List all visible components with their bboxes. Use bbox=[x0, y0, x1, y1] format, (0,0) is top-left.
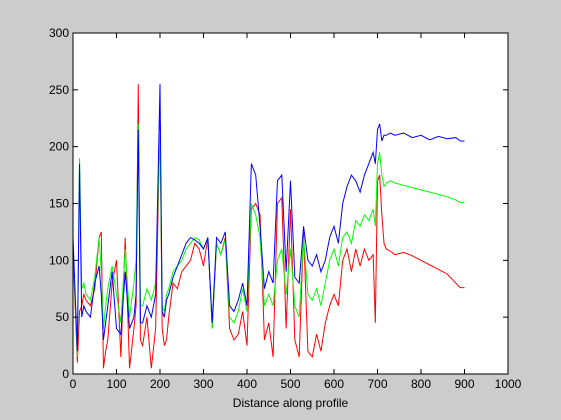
plot-area bbox=[73, 33, 508, 374]
series-line-1 bbox=[72, 123, 465, 357]
y-tick-label: 150 bbox=[49, 197, 69, 211]
x-axis-label: Distance along profile bbox=[233, 396, 349, 410]
x-tick-label: 600 bbox=[324, 377, 344, 391]
x-tick-label: 0 bbox=[70, 377, 77, 391]
series-line-0 bbox=[72, 84, 465, 369]
x-tick-label: 300 bbox=[193, 377, 213, 391]
ticks-group: 0 100 200 300 400 500 600 700 800 900 1000 0 50 100 15… bbox=[49, 26, 522, 391]
y-tick-label: 250 bbox=[49, 83, 69, 97]
x-tick-label: 400 bbox=[237, 377, 257, 391]
x-tick-label: 100 bbox=[106, 377, 126, 391]
x-tick-label: 500 bbox=[280, 377, 300, 391]
y-tick-label: 200 bbox=[49, 140, 69, 154]
plot-frame bbox=[72, 32, 509, 375]
x-tick-label: 700 bbox=[367, 377, 387, 391]
x-tick-label: 200 bbox=[150, 377, 170, 391]
series-group bbox=[72, 84, 465, 369]
x-tick-label: 900 bbox=[454, 377, 474, 391]
y-tick-label: 50 bbox=[56, 310, 70, 324]
series-line-2 bbox=[72, 84, 465, 352]
y-tick-label: 100 bbox=[49, 253, 69, 267]
x-tick-label: 800 bbox=[411, 377, 431, 391]
y-tick-label: 300 bbox=[49, 26, 69, 40]
x-tick-label: 1000 bbox=[495, 377, 522, 391]
y-tick-label: 0 bbox=[62, 367, 69, 381]
